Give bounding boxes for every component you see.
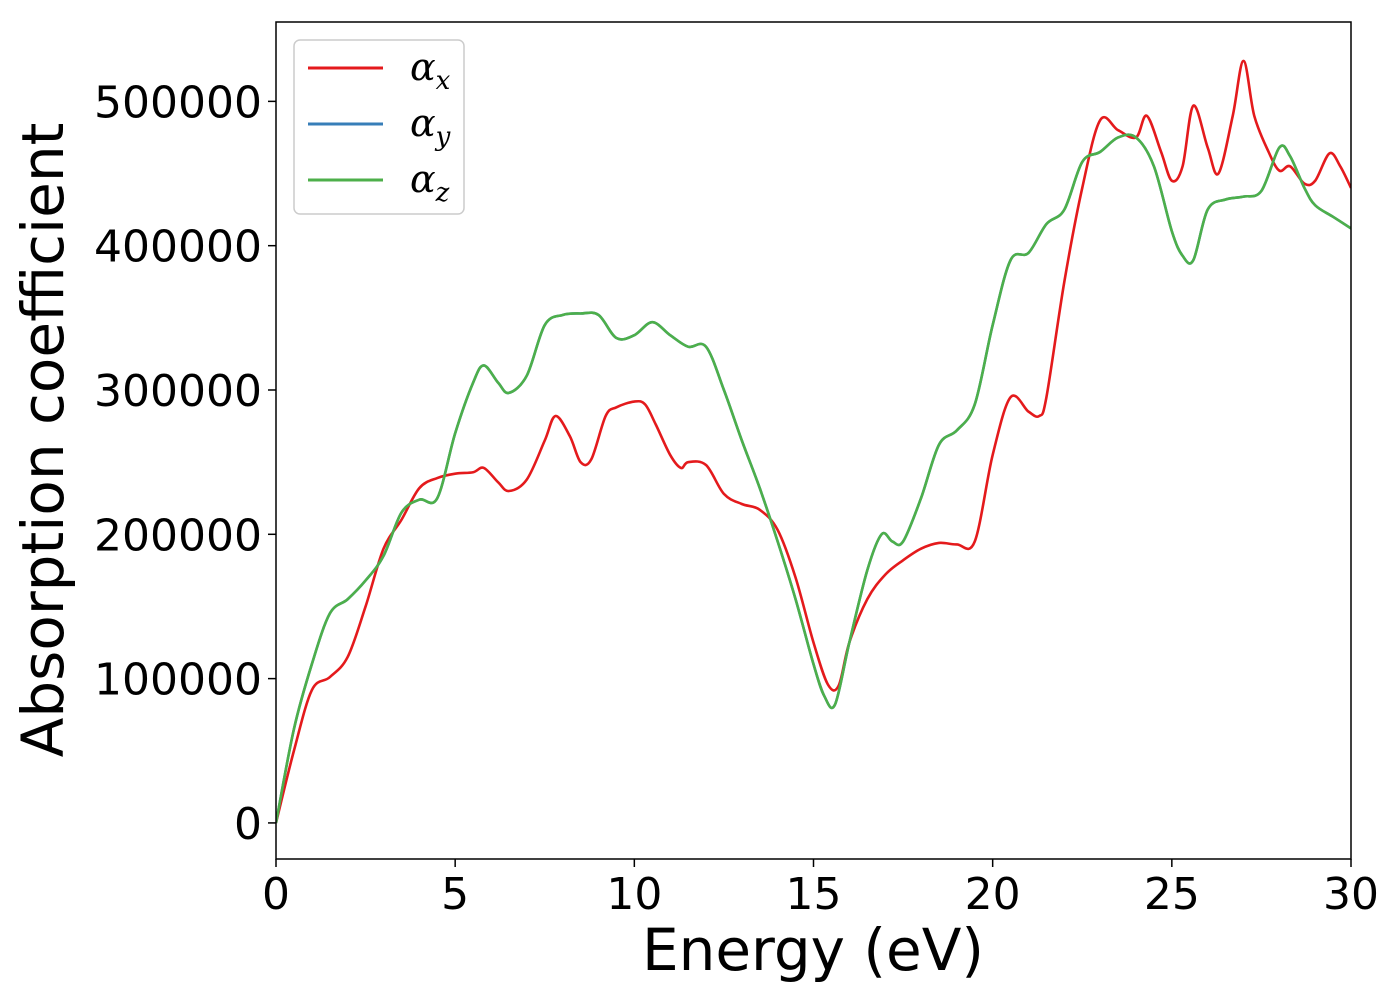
y-tick-label: 100000 xyxy=(94,655,262,706)
x-axis-label: Energy (eV) xyxy=(642,916,984,984)
x-tick-label: 0 xyxy=(262,869,290,920)
x-tick-label: 10 xyxy=(606,869,662,920)
y-axis-label: Absorption coefficient xyxy=(9,123,77,758)
legend-label-y: αy xyxy=(410,101,451,152)
series-layer xyxy=(276,59,1351,824)
y-tick-label: 300000 xyxy=(94,366,262,417)
y-tick-label: 400000 xyxy=(94,222,262,273)
x-tick-label: 15 xyxy=(786,869,842,920)
x-tick-label: 5 xyxy=(441,869,469,920)
y-tick-label: 500000 xyxy=(94,77,262,128)
x-tick-label: 25 xyxy=(1144,869,1200,920)
x-tick-label: 30 xyxy=(1323,869,1379,920)
y-tick-label: 0 xyxy=(234,799,262,850)
series-line-x xyxy=(276,59,1351,824)
series-line-z xyxy=(276,133,1351,824)
x-axis-ticks: 0 5 10 15 20 25 30 xyxy=(262,859,1379,920)
y-tick-label: 200000 xyxy=(94,510,262,561)
x-tick-label: 20 xyxy=(965,869,1021,920)
legend-label-z: αz xyxy=(410,157,450,208)
y-axis-ticks: 0 100000 200000 300000 400000 500000 xyxy=(94,77,276,850)
legend-label-x: αx xyxy=(410,45,451,96)
legend-box xyxy=(293,39,465,215)
